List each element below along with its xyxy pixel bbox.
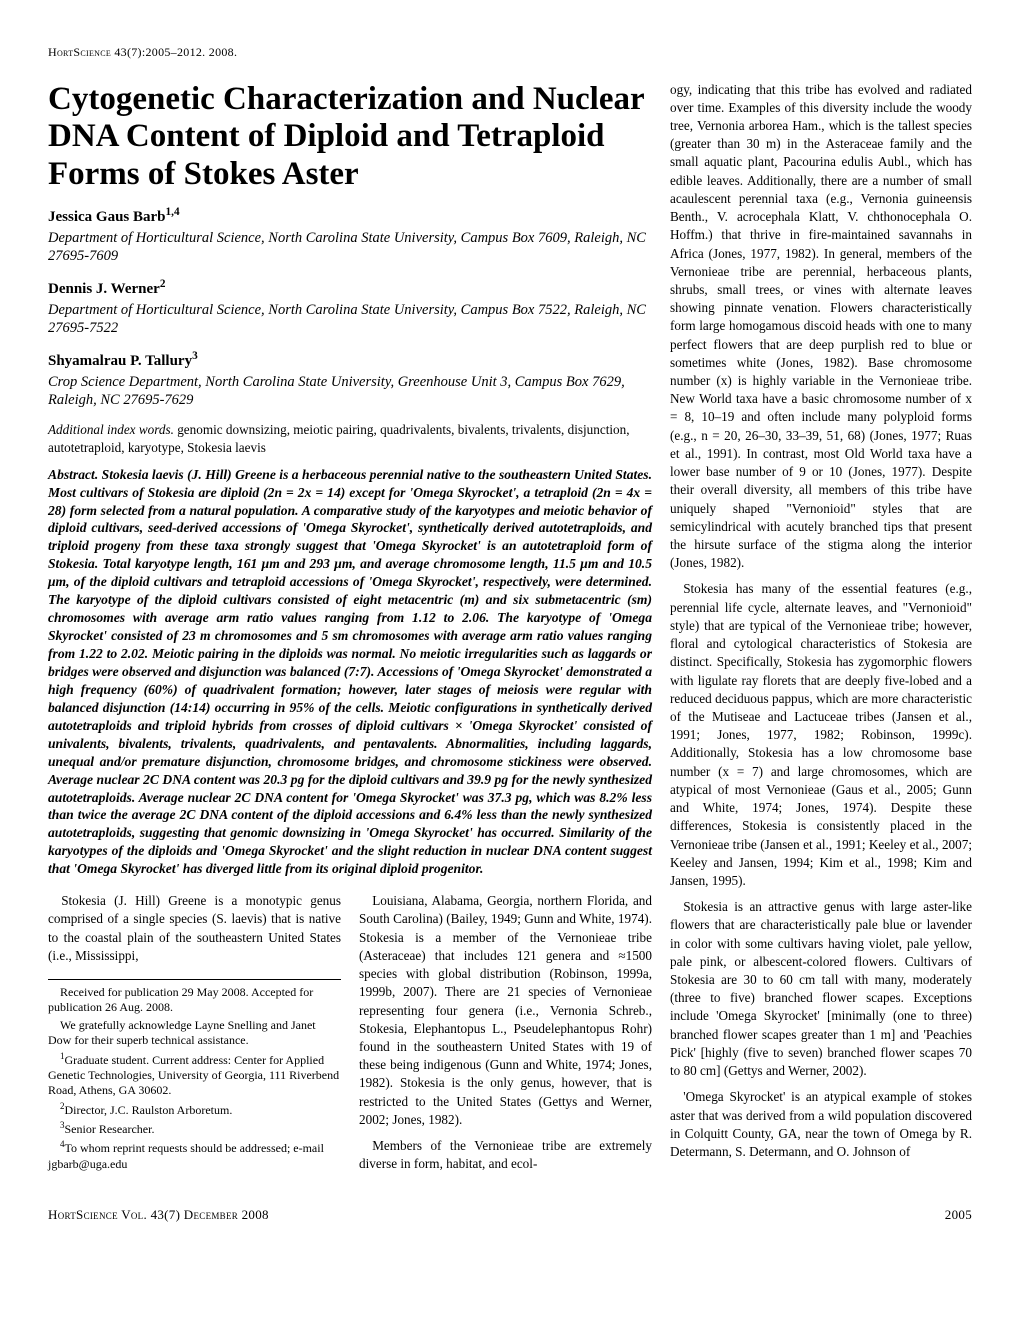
footnote-received: Received for publication 29 May 2008. Ac… <box>48 985 341 1016</box>
author-block-3: Shyamalrau P. Tallury3 Crop Science Depa… <box>48 349 652 409</box>
author-sup-3: 3 <box>192 350 198 362</box>
author-block-2: Dennis J. Werner2 Department of Horticul… <box>48 277 652 337</box>
right-column: ogy, indicating that this tribe has evol… <box>670 81 972 1178</box>
right-p4: 'Omega Skyrocket' is an atypical example… <box>670 1088 972 1161</box>
footnotes-block: Received for publication 29 May 2008. Ac… <box>48 979 341 1172</box>
keywords-line: Additional index words. genomic downsizi… <box>48 421 652 457</box>
author-block-1: Jessica Gaus Barb1,4 Department of Horti… <box>48 205 652 265</box>
intro-p3: Members of the Vernonieae tribe are extr… <box>359 1137 652 1173</box>
author-sup-1: 1,4 <box>166 206 180 218</box>
left-content: Cytogenetic Characterization and Nuclear… <box>48 81 652 1178</box>
author-name-2: Dennis J. Werner2 <box>48 277 652 300</box>
author-affil-2: Department of Horticultural Science, Nor… <box>48 301 652 337</box>
author-name-text: Dennis J. Werner <box>48 281 160 297</box>
abstract: Abstract. Stokesia laevis (J. Hill) Gree… <box>48 466 652 879</box>
right-p2: Stokesia has many of the essential featu… <box>670 580 972 890</box>
author-name-text: Shyamalrau P. Tallury <box>48 353 192 369</box>
fn-text: Senior Researcher. <box>65 1122 155 1136</box>
intro-p2: Louisiana, Alabama, Georgia, northern Fl… <box>359 892 652 1129</box>
fn-text: Graduate student. Current address: Cente… <box>48 1053 339 1098</box>
fn-text: Director, J.C. Raulston Arboretum. <box>65 1103 233 1117</box>
footnote-ack: We gratefully acknowledge Layne Snelling… <box>48 1018 341 1049</box>
running-header: HortScience 43(7):2005–2012. 2008. <box>48 44 972 61</box>
author-name-text: Jessica Gaus Barb <box>48 209 166 225</box>
main-layout: Cytogenetic Characterization and Nuclear… <box>48 81 972 1178</box>
keywords-label: Additional index words. <box>48 422 174 437</box>
author-name-3: Shyamalrau P. Tallury3 <box>48 349 652 372</box>
footnote-3: 3Senior Researcher. <box>48 1120 341 1137</box>
footer-right: 2005 <box>945 1206 972 1224</box>
footnote-1: 1Graduate student. Current address: Cent… <box>48 1051 341 1099</box>
page-footer: HortScience Vol. 43(7) December 2008 200… <box>48 1206 972 1224</box>
author-affil-1: Department of Horticultural Science, Nor… <box>48 229 652 265</box>
intro-columns: Stokesia (J. Hill) Greene is a monotypic… <box>48 892 652 1178</box>
author-sup-2: 2 <box>160 278 166 290</box>
author-name-1: Jessica Gaus Barb1,4 <box>48 205 652 228</box>
footnote-2: 2Director, J.C. Raulston Arboretum. <box>48 1101 341 1118</box>
article-title: Cytogenetic Characterization and Nuclear… <box>48 81 652 194</box>
author-affil-3: Crop Science Department, North Carolina … <box>48 373 652 409</box>
footnote-4: 4To whom reprint requests should be addr… <box>48 1139 341 1172</box>
intro-p1: Stokesia (J. Hill) Greene is a monotypic… <box>48 892 341 965</box>
right-p1: ogy, indicating that this tribe has evol… <box>670 81 972 573</box>
footer-left: HortScience Vol. 43(7) December 2008 <box>48 1206 269 1224</box>
fn-text: To whom reprint requests should be addre… <box>48 1141 324 1170</box>
right-p3: Stokesia is an attractive genus with lar… <box>670 898 972 1080</box>
